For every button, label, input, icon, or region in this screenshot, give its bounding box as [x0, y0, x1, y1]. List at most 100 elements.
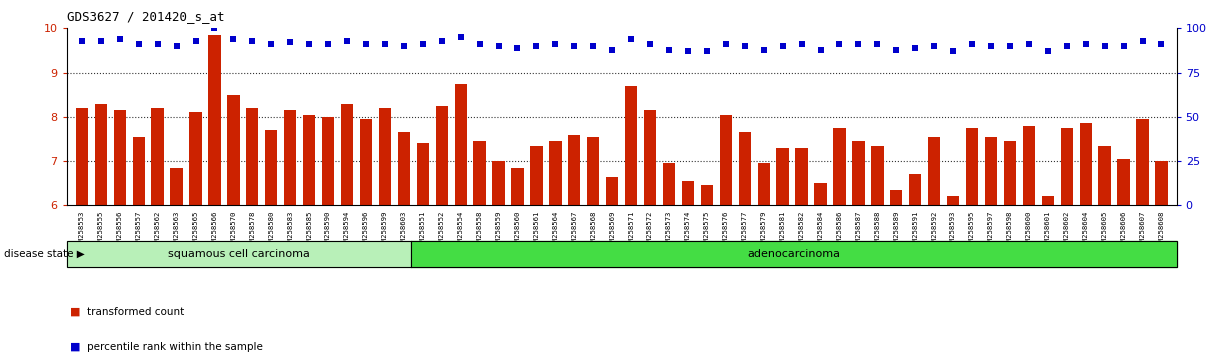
Bar — [985, 137, 997, 205]
Bar — [1099, 145, 1111, 205]
Bar — [758, 163, 770, 205]
Bar — [776, 148, 788, 205]
Bar — [796, 148, 808, 205]
Point — [110, 36, 130, 42]
Bar — [492, 161, 505, 205]
Bar — [284, 110, 296, 205]
Bar — [378, 108, 391, 205]
Bar — [95, 103, 107, 205]
Point — [981, 43, 1001, 49]
Bar — [398, 132, 410, 205]
Bar — [947, 196, 959, 205]
Bar — [682, 181, 694, 205]
Point — [394, 43, 414, 49]
Bar — [266, 130, 278, 205]
Bar — [871, 145, 883, 205]
Point — [337, 38, 357, 44]
Bar — [152, 108, 164, 205]
Point — [678, 48, 697, 54]
Text: percentile rank within the sample: percentile rank within the sample — [87, 342, 263, 352]
Point — [489, 43, 508, 49]
Bar — [360, 119, 372, 205]
Text: squamous cell carcinoma: squamous cell carcinoma — [169, 249, 309, 259]
Bar — [170, 168, 183, 205]
Point — [357, 41, 376, 47]
Point — [1133, 38, 1152, 44]
Bar — [1080, 124, 1092, 205]
Point — [186, 38, 205, 44]
Point — [906, 45, 926, 51]
Text: GDS3627 / 201420_s_at: GDS3627 / 201420_s_at — [67, 10, 224, 23]
Point — [640, 41, 660, 47]
Point — [735, 43, 754, 49]
Bar — [833, 128, 845, 205]
Point — [300, 41, 319, 47]
Bar — [75, 108, 89, 205]
Point — [924, 43, 944, 49]
Bar — [473, 141, 485, 205]
Bar — [1023, 126, 1035, 205]
Bar — [416, 143, 429, 205]
Point — [1019, 41, 1038, 47]
Bar — [209, 35, 221, 205]
Bar — [246, 108, 258, 205]
Point — [223, 36, 243, 42]
Point — [849, 41, 869, 47]
Point — [1114, 43, 1133, 49]
Bar — [662, 163, 676, 205]
Point — [280, 40, 300, 45]
Text: adenocarcinoma: adenocarcinoma — [747, 249, 841, 259]
Point — [167, 43, 187, 49]
Bar — [341, 103, 353, 205]
Point — [469, 41, 489, 47]
Point — [432, 38, 451, 44]
Point — [262, 41, 281, 47]
Point — [621, 36, 640, 42]
Bar — [1137, 119, 1149, 205]
Bar — [625, 86, 637, 205]
Bar — [303, 115, 315, 205]
Bar — [549, 141, 562, 205]
Bar — [644, 110, 656, 205]
Bar — [435, 106, 448, 205]
Point — [1038, 48, 1058, 54]
Point — [243, 38, 262, 44]
Point — [205, 25, 224, 31]
Point — [773, 43, 792, 49]
Point — [716, 41, 735, 47]
Point — [91, 38, 110, 44]
Text: ■: ■ — [70, 307, 81, 316]
Bar — [568, 135, 581, 205]
Bar — [928, 137, 940, 205]
Text: transformed count: transformed count — [87, 307, 184, 316]
Point — [867, 41, 887, 47]
Bar — [814, 183, 827, 205]
Text: disease state ▶: disease state ▶ — [4, 249, 85, 259]
Bar — [890, 190, 902, 205]
Bar — [1004, 141, 1016, 205]
Bar — [1155, 161, 1168, 205]
Bar — [587, 137, 599, 205]
Bar — [1060, 128, 1074, 205]
Point — [148, 41, 167, 47]
Point — [318, 41, 337, 47]
Point — [754, 47, 774, 52]
Point — [603, 47, 622, 52]
Point — [1095, 43, 1115, 49]
Point — [546, 41, 565, 47]
Bar — [606, 177, 619, 205]
Bar — [455, 84, 467, 205]
Point — [508, 45, 528, 51]
Point — [375, 41, 394, 47]
Point — [830, 41, 849, 47]
Bar — [719, 115, 731, 205]
Point — [887, 47, 906, 52]
Point — [792, 41, 811, 47]
Bar — [114, 110, 126, 205]
Point — [1057, 43, 1076, 49]
Point — [564, 43, 583, 49]
Bar — [701, 185, 713, 205]
Point — [526, 43, 546, 49]
Bar — [853, 141, 865, 205]
Point — [810, 47, 830, 52]
